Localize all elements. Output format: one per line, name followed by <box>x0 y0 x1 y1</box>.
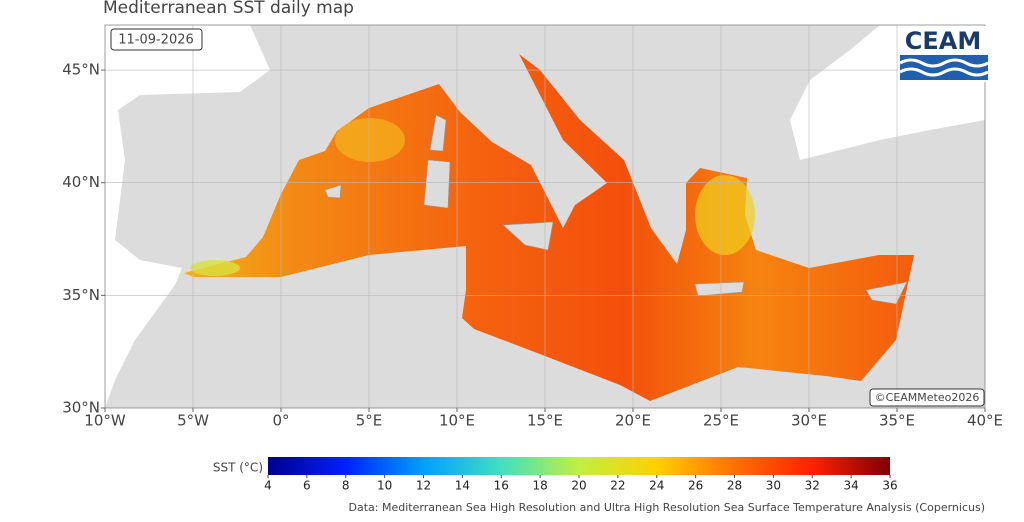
x-tick-label: 25°E <box>703 412 739 430</box>
credit: ©CEAMMeteo2026 <box>875 391 980 404</box>
mallorca <box>324 184 342 199</box>
x-tick-label: 40°E <box>967 412 1003 430</box>
credit-box <box>869 388 985 407</box>
x-tick-label: 15°E <box>527 412 563 430</box>
colorbar-tick-label: 28 <box>727 479 742 493</box>
colorbar-tick-label: 10 <box>377 479 392 493</box>
x-tick-label: 30°E <box>791 412 827 430</box>
sardinia <box>423 159 451 209</box>
x-tick-label: 10°W <box>84 412 126 430</box>
colorbar-tick-label: 12 <box>416 479 431 493</box>
graticule <box>105 25 985 408</box>
lion-patch <box>335 118 405 162</box>
aegean-patch <box>695 175 755 255</box>
colorbar-tick-label: 34 <box>843 479 858 493</box>
colorbar-label: SST (°C) <box>213 461 263 475</box>
colorbar-tick-label: 18 <box>532 479 547 493</box>
colorbar-tick-label: 20 <box>571 479 586 493</box>
x-tick-label: 35°E <box>879 412 915 430</box>
colorbar-tick-label: 4 <box>264 479 272 493</box>
logo-wave-lines <box>899 58 989 77</box>
x-tick-label: 10°E <box>439 412 475 430</box>
logo: CEAM <box>905 27 981 55</box>
y-tick-label: 40°N <box>62 173 100 191</box>
colorbar-tick-label: 14 <box>455 479 470 493</box>
corsica <box>429 114 447 152</box>
date-box <box>110 28 203 51</box>
colorbar-tick-label: 24 <box>649 479 664 493</box>
date: 11-09-2026 <box>118 33 194 48</box>
alboran-patch <box>190 260 240 276</box>
colorbar <box>268 457 890 475</box>
sicily <box>502 221 554 251</box>
colorbar-tick-label: 6 <box>303 479 311 493</box>
colorbar-tick-label: 8 <box>342 479 350 493</box>
x-tick-label: 5°E <box>356 412 383 430</box>
colorbar-tick-label: 16 <box>494 479 509 493</box>
colorbar-tick-label: 22 <box>610 479 625 493</box>
colorbar-tick-label: 32 <box>805 479 820 493</box>
y-tick-label: 35°N <box>62 286 100 304</box>
x-tick-label: 0° <box>272 412 289 430</box>
x-tick-label: 5°W <box>177 412 209 430</box>
crete <box>694 281 745 297</box>
title: Mediterranean SST daily map <box>103 0 354 18</box>
colorbar-tick-label: 36 <box>882 479 897 493</box>
map <box>105 25 985 408</box>
y-tick-label: 45°N <box>62 61 100 79</box>
colorbar-tick-label: 26 <box>688 479 703 493</box>
x-tick-label: 20°E <box>615 412 651 430</box>
colorbar-tick-label: 30 <box>766 479 781 493</box>
source: Data: Mediterranean Sea High Resolution … <box>349 501 985 514</box>
atlantic <box>105 25 270 408</box>
y-tick-label: 30°N <box>62 399 100 417</box>
